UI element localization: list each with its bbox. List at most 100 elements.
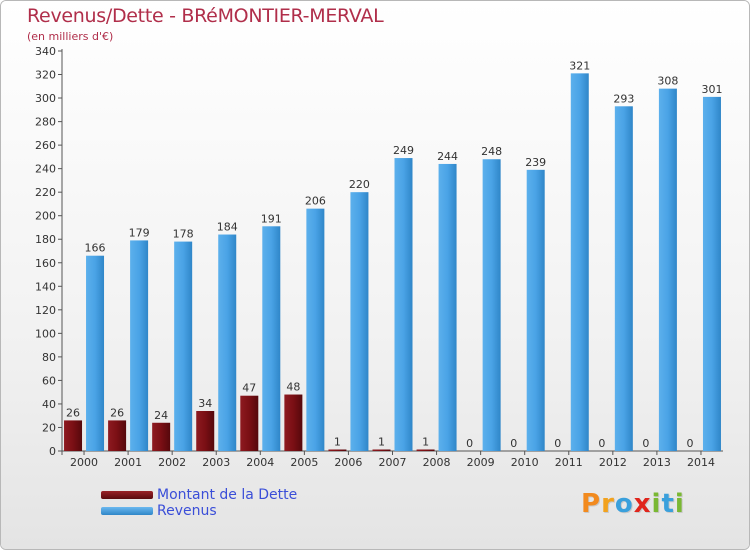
- data-label-revenue: 248: [481, 145, 502, 158]
- bar-revenue: [130, 240, 149, 451]
- y-tick-label: 200: [35, 210, 56, 223]
- y-tick-label: 40: [42, 398, 56, 411]
- x-tick-label: 2007: [379, 456, 407, 469]
- bar-debt: [284, 394, 303, 451]
- data-label-debt: 24: [154, 409, 168, 422]
- data-label-revenue: 239: [525, 156, 546, 169]
- bar-revenue: [394, 158, 413, 451]
- bar-debt: [64, 420, 83, 451]
- bar-debt: [372, 449, 391, 451]
- data-label-debt: 48: [286, 381, 300, 394]
- x-tick-label: 2014: [687, 456, 715, 469]
- x-tick-label: 2010: [511, 456, 539, 469]
- x-tick-label: 2012: [599, 456, 627, 469]
- y-tick-label: 60: [42, 374, 56, 387]
- data-label-revenue: 191: [261, 212, 282, 225]
- data-label-revenue: 220: [349, 178, 370, 191]
- bar-revenue: [350, 192, 369, 452]
- x-tick-label: 2005: [290, 456, 318, 469]
- bar-debt: [328, 449, 347, 451]
- y-tick-label: 140: [35, 280, 56, 293]
- data-label-debt: 34: [198, 397, 212, 410]
- y-tick-label: 100: [35, 327, 56, 340]
- bar-revenue: [306, 208, 325, 451]
- y-tick-label: 240: [35, 163, 56, 176]
- legend-label-revenue: Revenus: [157, 503, 217, 519]
- logo-letter: i: [651, 489, 662, 519]
- x-tick-label: 2013: [643, 456, 671, 469]
- bar-revenue: [86, 255, 105, 451]
- y-tick-label: 300: [35, 92, 56, 105]
- x-tick-label: 2006: [334, 456, 362, 469]
- data-label-debt: 0: [510, 437, 517, 450]
- y-tick-label: 280: [35, 116, 56, 129]
- bar-revenue: [570, 73, 589, 452]
- bar-debt: [152, 422, 171, 451]
- logo-letter: r: [601, 489, 615, 519]
- legend-swatch-debt: [101, 491, 153, 499]
- bar-revenue: [614, 106, 633, 451]
- proxiti-logo: Proxiti: [581, 489, 685, 519]
- y-tick-label: 120: [35, 304, 56, 317]
- data-label-revenue: 308: [657, 75, 678, 88]
- bar-revenue: [438, 163, 457, 452]
- data-label-revenue: 184: [217, 221, 238, 234]
- x-tick-label: 2009: [467, 456, 495, 469]
- bar-revenue: [482, 159, 501, 451]
- data-label-revenue: 178: [173, 228, 194, 241]
- bar-revenue: [702, 96, 721, 451]
- y-tick-label: 80: [42, 351, 56, 364]
- logo-letter: o: [614, 489, 634, 519]
- bar-revenue: [218, 234, 237, 451]
- data-label-revenue: 321: [569, 59, 590, 72]
- data-label-revenue: 249: [393, 144, 414, 157]
- data-label-revenue: 293: [613, 92, 634, 105]
- data-label-revenue: 179: [129, 226, 150, 239]
- data-label-debt: 0: [642, 437, 649, 450]
- y-tick-label: 260: [35, 139, 56, 152]
- data-label-debt: 0: [686, 437, 693, 450]
- data-label-debt: 0: [554, 437, 561, 450]
- x-tick-label: 2011: [555, 456, 583, 469]
- legend-swatch-revenue: [101, 507, 153, 515]
- data-label-debt: 0: [598, 437, 605, 450]
- legend-label-debt: Montant de la Dette: [157, 487, 298, 503]
- bar-revenue: [174, 241, 193, 451]
- x-tick-label: 2002: [158, 456, 186, 469]
- y-tick-label: 160: [35, 257, 56, 270]
- y-tick-label: 0: [49, 445, 56, 458]
- legend-item-revenue: Revenus: [101, 503, 297, 519]
- bar-revenue: [262, 226, 281, 451]
- bar-debt: [240, 395, 259, 451]
- data-label-debt: 47: [242, 382, 256, 395]
- data-label-debt: 0: [466, 437, 473, 450]
- bar-revenue: [658, 88, 677, 451]
- bar-debt: [416, 449, 435, 451]
- x-tick-label: 2008: [423, 456, 451, 469]
- data-label-revenue: 206: [305, 195, 326, 208]
- chart-subtitle: (en milliers d'€): [27, 30, 114, 43]
- data-label-debt: 1: [334, 436, 341, 449]
- logo-letter: x: [633, 489, 652, 519]
- x-tick-label: 2004: [246, 456, 274, 469]
- bar-debt: [108, 420, 127, 451]
- x-tick-label: 2003: [202, 456, 230, 469]
- chart-title: Revenus/Dette - BRéMONTIER-MERVAL: [27, 5, 384, 27]
- x-tick-label: 2001: [114, 456, 142, 469]
- logo-letter: i: [674, 489, 685, 519]
- data-label-revenue: 244: [437, 150, 458, 163]
- x-tick-label: 2000: [70, 456, 98, 469]
- data-label-debt: 1: [378, 436, 385, 449]
- logo-letter: P: [581, 489, 602, 519]
- data-label-revenue: 301: [701, 83, 722, 96]
- data-label-debt: 1: [422, 436, 429, 449]
- y-tick-label: 180: [35, 233, 56, 246]
- logo-letter: t: [661, 489, 675, 519]
- y-tick-label: 20: [42, 421, 56, 434]
- data-label-revenue: 166: [85, 242, 106, 255]
- data-label-debt: 26: [66, 406, 80, 419]
- bar-revenue: [526, 169, 545, 451]
- y-tick-label: 320: [35, 69, 56, 82]
